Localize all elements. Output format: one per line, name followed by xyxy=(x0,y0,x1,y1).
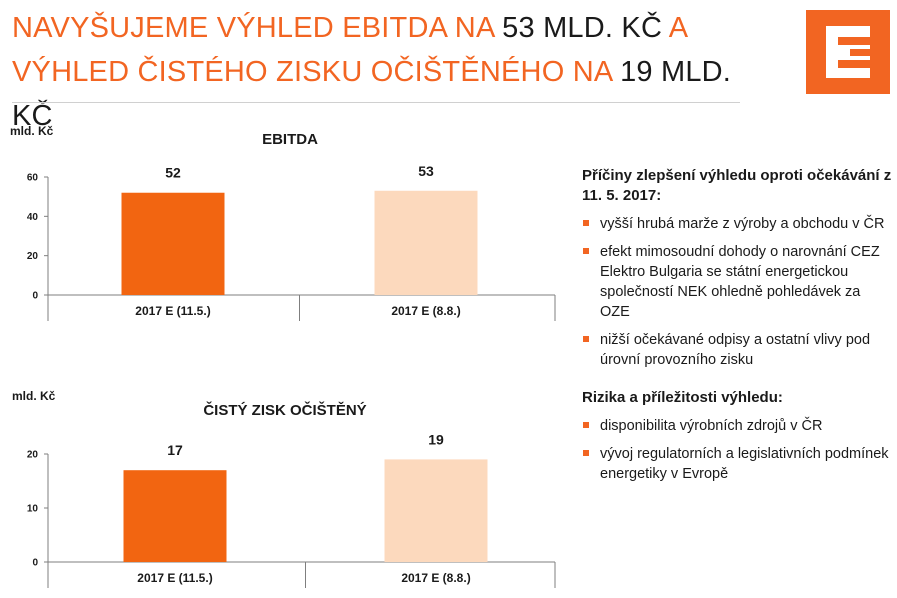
title-line1-text: NAVYŠUJEME VÝHLED EBITDA NA xyxy=(12,12,503,44)
y-tick-label: 20 xyxy=(27,251,39,262)
reason-text: efekt mimosoudní dohody o narovnání CEZ … xyxy=(600,244,880,320)
ebitda-unit-label: mld. Kč xyxy=(10,124,54,138)
y-tick-label: 60 xyxy=(27,173,39,184)
data-label: 52 xyxy=(165,165,181,181)
data-label: 17 xyxy=(167,442,183,458)
bar xyxy=(121,192,225,295)
list-item: vyšší hrubá marže z výroby a obchodu v Č… xyxy=(582,214,892,234)
data-label: 53 xyxy=(418,163,434,179)
list-item: vývoj regulatorních a legislativních pod… xyxy=(582,444,892,484)
ebitda-chart: mld. Kč EBITDA 0 20 40 60 52 2017 E (11.5.) 5… xyxy=(0,118,560,330)
risks-heading: Rizika a příležitosti výhledu: xyxy=(582,389,783,406)
net-income-chart: mld. Kč ČISTÝ ZISK OČIŠTĚNÝ 0 10 20 17 2017… xyxy=(0,380,560,592)
net-income-unit-label: mld. Kč xyxy=(12,389,56,403)
risks-list: disponibilita výrobních zdrojů v ČR vývo… xyxy=(582,416,892,484)
category-label: 2017 E (11.5.) xyxy=(137,571,212,585)
y-tick-label: 0 xyxy=(32,558,38,569)
header-divider xyxy=(12,102,740,103)
square-bullet-icon xyxy=(583,422,589,428)
ebitda-chart-title: EBITDA xyxy=(262,131,318,148)
ebitda-chart-svg: mld. Kč EBITDA 0 20 40 60 52 2017 E (11.5.) 5… xyxy=(10,124,556,321)
reasons-list: vyšší hrubá marže z výroby a obchodu v Č… xyxy=(582,214,892,370)
cez-logo-icon xyxy=(806,10,890,94)
net-income-chart-svg: mld. Kč ČISTÝ ZISK OČIŠTĚNÝ 0 10 20 17 2017… xyxy=(12,389,556,588)
page-title: NAVYŠUJEME VÝHLED EBITDA NA 53 MLD. KČ A… xyxy=(12,6,772,138)
reason-text: nižší očekávané odpisy a ostatní vlivy p… xyxy=(600,332,871,368)
bar xyxy=(384,459,488,562)
category-label: 2017 E (8.8.) xyxy=(401,571,470,585)
data-label: 19 xyxy=(428,431,444,447)
category-label: 2017 E (11.5.) xyxy=(135,304,210,318)
risk-text: vývoj regulatorních a legislativních pod… xyxy=(600,446,889,482)
square-bullet-icon xyxy=(583,336,589,342)
y-tick-label: 0 xyxy=(32,291,38,302)
square-bullet-icon xyxy=(583,220,589,226)
reason-text: vyšší hrubá marže z výroby a obchodu v Č… xyxy=(600,216,885,232)
outlook-notes: Příčiny zlepšení výhledu oproti očekáván… xyxy=(582,166,892,492)
list-item: efekt mimosoudní dohody o narovnání CEZ … xyxy=(582,242,892,322)
net-income-chart-title: ČISTÝ ZISK OČIŠTĚNÝ xyxy=(203,401,366,419)
risk-text: disponibilita výrobních zdrojů v ČR xyxy=(600,418,823,434)
title-line2-text: VÝHLED ČISTÉHO ZISKU OČIŠTĚNÉHO NA xyxy=(12,56,621,88)
title-line2-value: 19 MLD. KČ xyxy=(12,56,732,132)
y-tick-label: 40 xyxy=(27,212,39,223)
bar xyxy=(123,470,227,562)
list-item: nižší očekávané odpisy a ostatní vlivy p… xyxy=(582,330,892,370)
square-bullet-icon xyxy=(583,248,589,254)
risks-section: Rizika a příležitosti výhledu: disponibi… xyxy=(582,388,892,484)
category-label: 2017 E (8.8.) xyxy=(391,304,460,318)
title-line1-value: 53 MLD. KČ xyxy=(502,12,663,44)
title-line1-suffix: A xyxy=(662,12,689,44)
y-tick-label: 10 xyxy=(27,504,39,515)
bar xyxy=(374,190,478,295)
y-tick-label: 20 xyxy=(27,450,39,461)
list-item: disponibilita výrobních zdrojů v ČR xyxy=(582,416,892,436)
reasons-heading: Příčiny zlepšení výhledu oproti očekáván… xyxy=(582,167,892,204)
square-bullet-icon xyxy=(583,450,589,456)
